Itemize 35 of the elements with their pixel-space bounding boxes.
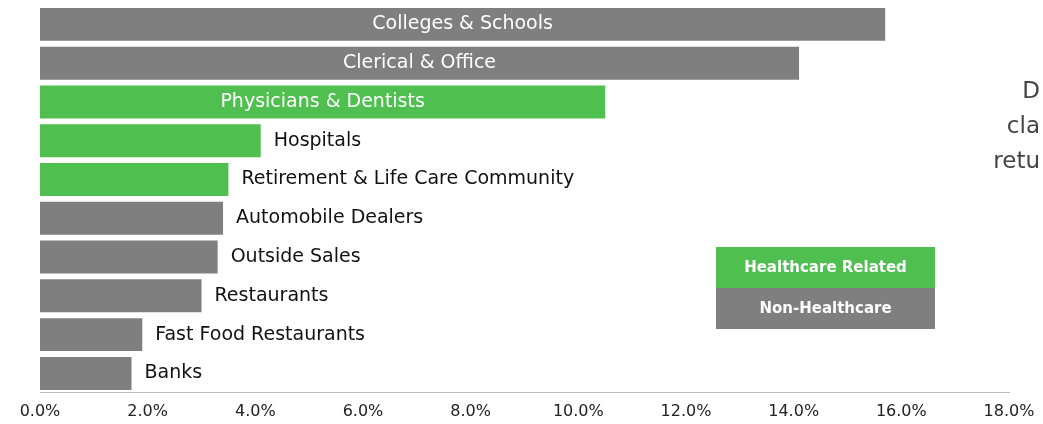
y-tick-label: Restaurants xyxy=(214,282,329,305)
x-tick-label: 0.0% xyxy=(19,400,61,420)
y-tick-label: Automobile Dealers xyxy=(236,205,424,228)
text: D xyxy=(1022,76,1040,103)
bar xyxy=(40,279,202,313)
x-tick-label: 6.0% xyxy=(342,400,384,420)
annotation: cla xyxy=(1006,111,1040,138)
bar xyxy=(40,46,800,80)
x-tick-label: 18.0% xyxy=(983,400,1035,420)
legend-key: Non-Healthcare xyxy=(716,288,935,329)
x-tick-label: 12.0% xyxy=(660,400,712,420)
x-tick-label: 4.0% xyxy=(235,400,276,420)
bar xyxy=(40,201,224,235)
bar xyxy=(40,7,886,41)
y-tick-label: Fast Food Restaurants xyxy=(155,321,366,344)
y-tick-label: Colleges & Schools xyxy=(372,11,553,34)
bar xyxy=(40,163,229,196)
bar xyxy=(40,318,143,352)
x-tick-label: 8.0% xyxy=(450,400,491,420)
bar xyxy=(40,85,606,119)
x-tick-label: 14.0% xyxy=(768,400,820,420)
y-tick-label: Outside Sales xyxy=(230,244,361,267)
y-tick-label: Clerical & Office xyxy=(342,50,497,73)
y-tick-label: Banks xyxy=(144,360,203,383)
y-tick-label: Retirement & Life Care Community xyxy=(241,166,575,189)
annotation: retu xyxy=(993,146,1040,173)
bar xyxy=(40,240,218,274)
legend-key: Healthcare Related xyxy=(716,247,935,288)
y-tick-label: Hospitals xyxy=(273,127,362,150)
bar xyxy=(40,124,261,158)
x-tick-label: 16.0% xyxy=(875,400,927,420)
x-tick-label: 2.0% xyxy=(127,400,168,420)
bar xyxy=(40,356,132,390)
y-tick-label: Physicians & Dentists xyxy=(220,88,425,111)
x-tick-label: 10.0% xyxy=(552,400,604,420)
